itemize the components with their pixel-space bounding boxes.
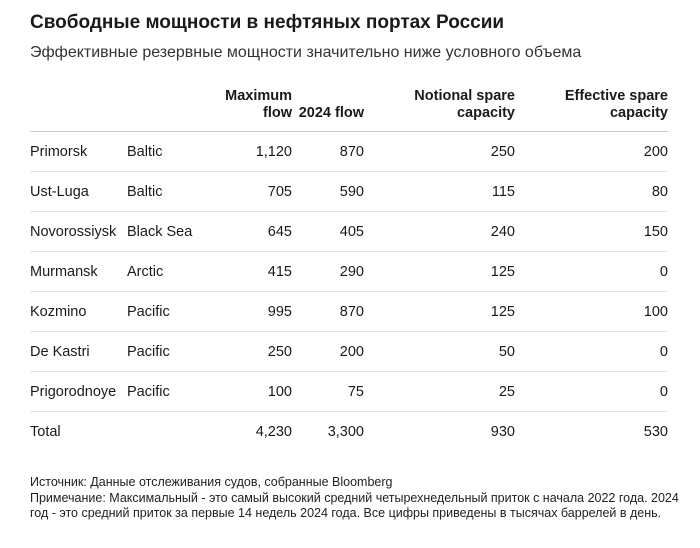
text-cell: Kozmino [30, 291, 127, 332]
text-cell: Prigorodnoye [30, 371, 127, 412]
text-cell: Pacific [127, 291, 200, 332]
number-cell: 115 [364, 171, 515, 212]
total-row: Total 4,230 3,300 930 530 [30, 412, 668, 452]
number-cell: 100 [515, 291, 668, 332]
row: Kozmino Pacific 995 870 125 100 [30, 291, 668, 332]
number-cell: 405 [292, 211, 364, 252]
number-cell: 25 [364, 371, 515, 412]
row: Ust-Luga Baltic 705 590 115 80 [30, 171, 668, 212]
number-cell: 200 [292, 331, 364, 372]
number-cell: 80 [515, 171, 668, 212]
number-cell: 250 [200, 331, 292, 372]
number-cell: 0 [515, 251, 668, 292]
column-header: Notional spare capacity [364, 88, 515, 132]
number-cell: 125 [364, 291, 515, 332]
row: Prigorodnoye Pacific 100 75 25 0 [30, 371, 668, 412]
subtitle: Эффективные резервные мощности значитель… [30, 44, 582, 61]
text-cell: Novorossiysk [30, 211, 127, 252]
footer: Источник: Данные отслеживания судов, соб… [30, 475, 680, 522]
number-cell: 870 [292, 291, 364, 332]
number-cell: 645 [200, 211, 292, 252]
column-header: 2024 flow [292, 88, 364, 132]
text-cell: Primorsk [30, 131, 127, 172]
text-cell: Baltic [127, 131, 200, 172]
number-cell: 0 [515, 371, 668, 412]
row: De Kastri Pacific 250 200 50 0 [30, 331, 668, 372]
number-cell: 200 [515, 131, 668, 172]
text-cell: De Kastri [30, 331, 127, 372]
source: Источник: Данные отслеживания судов, соб… [30, 475, 393, 489]
text-cell: Murmansk [30, 251, 127, 292]
number-cell: 125 [364, 251, 515, 292]
text-cell: Baltic [127, 171, 200, 212]
note: Примечание: Максимальный - это самый выс… [30, 490, 679, 521]
table: Maximum flow 2024 flow Notional spare capa… [30, 88, 668, 451]
number-cell: 4,230 [255, 424, 292, 440]
number-cell: 415 [200, 251, 292, 292]
number-cell: 1,120 [200, 131, 292, 172]
number-cell: 150 [515, 211, 668, 252]
number-cell: 870 [292, 131, 364, 172]
number-cell: 3,300 [327, 424, 364, 440]
row: Murmansk Arctic 415 290 125 0 [30, 251, 668, 292]
number-cell: 590 [292, 171, 364, 212]
header-row: Maximum flow 2024 flow Notional spare capa… [30, 88, 668, 132]
number-cell: 100 [200, 371, 292, 412]
row: Novorossiysk Black Sea 645 405 240 150 [30, 211, 668, 252]
number-cell: 75 [292, 371, 364, 412]
row: Primorsk Baltic 1,120 870 250 200 [30, 131, 668, 172]
number-cell: 995 [200, 291, 292, 332]
title: Свободные мощности в нефтяных портах Рос… [30, 12, 505, 33]
number-cell: 0 [515, 331, 668, 372]
number-cell: 250 [364, 131, 515, 172]
text-cell: Arctic [127, 251, 200, 292]
number-cell: 50 [364, 331, 515, 372]
column-header: Effective spare capacity [515, 88, 668, 132]
number-cell: 240 [364, 211, 515, 252]
number-cell: 705 [200, 171, 292, 212]
total-label: Total [30, 424, 61, 440]
text-cell: Ust-Luga [30, 171, 127, 212]
number-cell: 930 [490, 424, 515, 440]
text-cell: Pacific [127, 371, 200, 412]
text-cell: Pacific [127, 331, 200, 372]
number-cell: 290 [292, 251, 364, 292]
number-cell: 530 [643, 424, 668, 440]
text-cell: Black Sea [127, 211, 200, 252]
column-header: Maximum flow [200, 88, 292, 132]
